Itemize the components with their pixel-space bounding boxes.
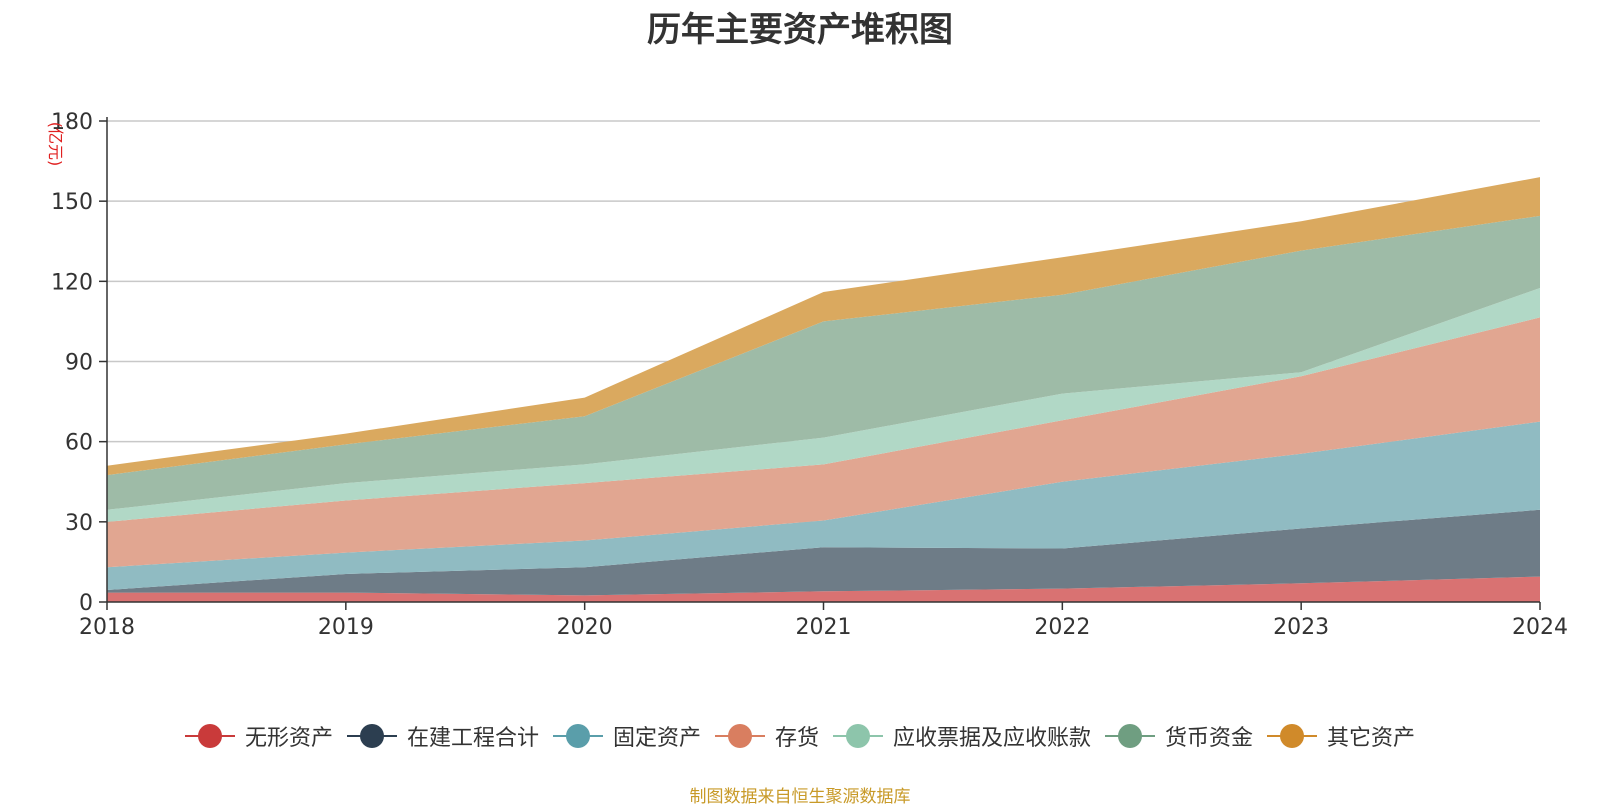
area-series (107, 177, 1540, 602)
legend-item-2[interactable]: 固定资产 (552, 720, 701, 752)
legend-marker-icon (346, 724, 397, 748)
legend-label: 固定资产 (612, 726, 701, 751)
legend: 无形资产 在建工程合计 固定资产 存货 应收票据及应收账款 货币资金 其它资产 (0, 720, 1600, 752)
area-series-3 (107, 317, 1540, 568)
area-series-2 (107, 421, 1540, 590)
legend-label: 在建工程合计 (406, 726, 539, 751)
x-tick-label-2023: 2023 (1273, 615, 1329, 640)
legend-item-0[interactable]: 无形资产 (184, 720, 333, 752)
y-tick-label-180: 180 (51, 110, 93, 135)
legend-marker-icon (184, 724, 235, 748)
x-tick-label-2022: 2022 (1034, 615, 1090, 640)
x-tick-label-2024: 2024 (1512, 615, 1568, 640)
axes (99, 117, 1541, 610)
legend-label: 货币资金 (1165, 726, 1254, 751)
legend-marker-icon (1267, 724, 1318, 748)
area-series-1 (107, 509, 1540, 596)
area-series-5 (107, 215, 1540, 510)
legend-item-5[interactable]: 货币资金 (1105, 720, 1253, 752)
area-series-4 (107, 288, 1540, 522)
legend-item-1[interactable]: 在建工程合计 (346, 720, 539, 752)
legend-marker-icon (1105, 724, 1156, 748)
x-tick-label-2018: 2018 (79, 615, 135, 640)
y-tick-label-60: 60 (65, 431, 93, 456)
legend-label: 其它资产 (1327, 726, 1416, 751)
x-tick-label-2020: 2020 (557, 615, 613, 640)
legend-marker-icon (552, 724, 603, 748)
source-note: 制图数据来自恒生聚源数据库 (689, 787, 911, 807)
area-series-6 (107, 177, 1540, 476)
tick-labels: 0 30 60 90 120 150 180 2018 2019 2020 2021 2022 2023… (51, 110, 1568, 640)
y-tick-label-30: 30 (65, 511, 93, 536)
legend-item-6[interactable]: 其它资产 (1267, 720, 1415, 752)
y-tick-label-90: 90 (65, 351, 93, 376)
legend-item-4[interactable]: 应收票据及应收账款 (833, 720, 1091, 752)
legend-item-3[interactable]: 存货 (714, 720, 819, 752)
x-tick-label-2019: 2019 (318, 615, 374, 640)
legend-marker-icon (833, 724, 883, 748)
area-series-0 (107, 576, 1540, 602)
chart-title: 历年主要资产堆积图 (647, 10, 953, 50)
x-tick-label-2021: 2021 (796, 615, 852, 640)
y-tick-label-150: 150 (51, 190, 93, 215)
y-unit-label: (亿元) (46, 122, 65, 167)
legend-marker-icon (714, 724, 765, 748)
legend-label: 无形资产 (244, 726, 333, 751)
legend-label: 应收票据及应收账款 (893, 726, 1092, 751)
legend-label: 存货 (774, 726, 819, 751)
y-tick-label-0: 0 (79, 591, 93, 616)
y-tick-label-120: 120 (51, 270, 93, 295)
